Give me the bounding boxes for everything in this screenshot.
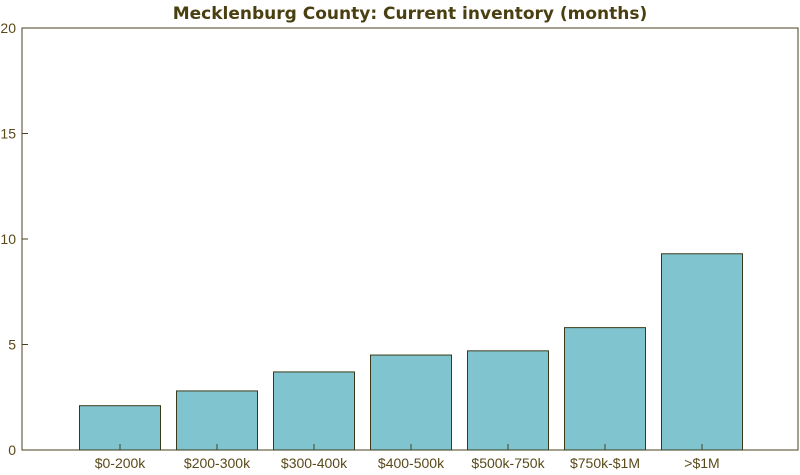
y-tick-label: 10 xyxy=(0,231,16,247)
bar xyxy=(564,327,646,451)
y-axis: 0 5 10 15 20 xyxy=(0,20,28,458)
bar xyxy=(79,405,161,451)
x-tick-label: $500k-750k xyxy=(471,455,545,471)
bar xyxy=(176,390,258,451)
x-axis: $0-200k $200-300k $300-400k $400-500k $500k-… xyxy=(95,444,720,471)
bars xyxy=(79,253,743,451)
bar xyxy=(273,371,355,451)
x-tick-label: $750k-$1M xyxy=(570,455,640,471)
x-tick-label: >$1M xyxy=(684,455,719,471)
bar xyxy=(661,253,743,451)
x-tick-label: $0-200k xyxy=(95,455,147,471)
x-tick-label: $400-500k xyxy=(378,455,445,471)
x-tick-label: $300-400k xyxy=(281,455,348,471)
y-tick-label: 5 xyxy=(8,337,16,353)
bar xyxy=(370,354,452,451)
y-tick-label: 20 xyxy=(0,20,16,36)
x-tick-label: $200-300k xyxy=(184,455,251,471)
chart-title: Mecklenburg County: Current inventory (m… xyxy=(173,4,648,24)
y-tick-label: 15 xyxy=(0,126,16,142)
bar xyxy=(467,350,549,451)
y-tick-label: 0 xyxy=(8,442,16,458)
